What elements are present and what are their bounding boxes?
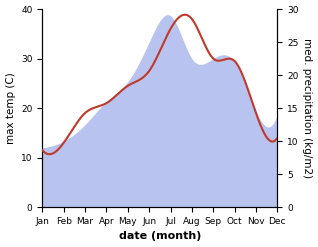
X-axis label: date (month): date (month) xyxy=(119,231,201,242)
Y-axis label: med. precipitation (kg/m2): med. precipitation (kg/m2) xyxy=(302,38,313,178)
Y-axis label: max temp (C): max temp (C) xyxy=(5,72,16,144)
